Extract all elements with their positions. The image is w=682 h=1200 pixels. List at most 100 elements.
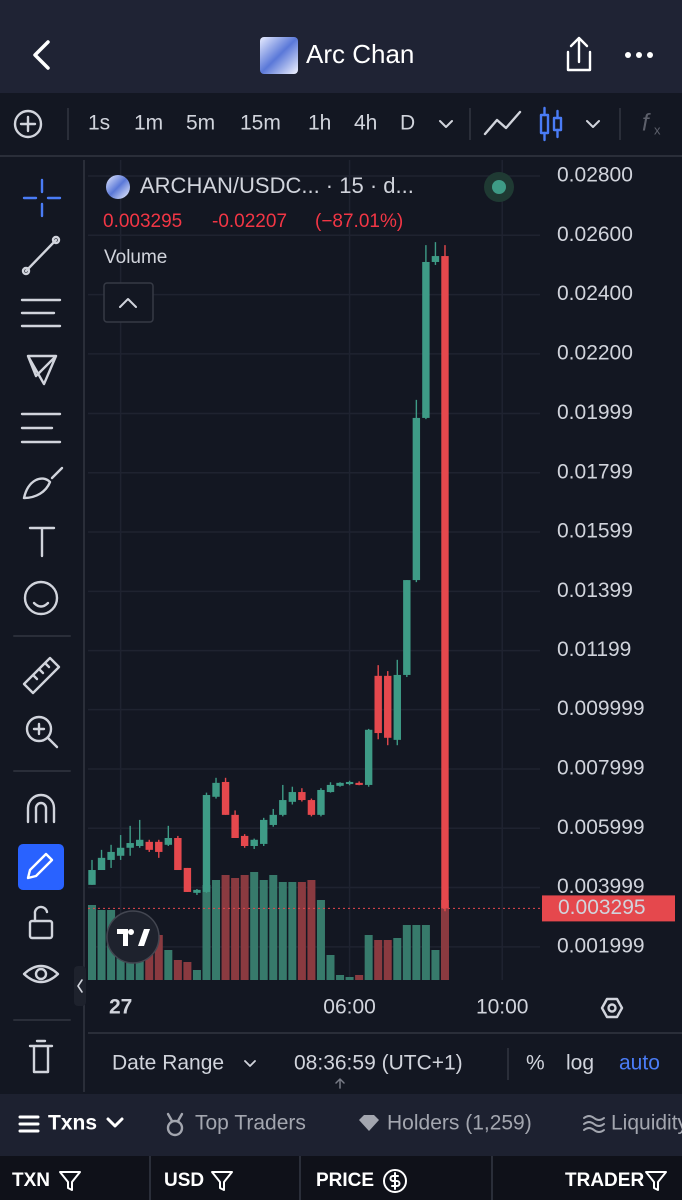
- lock-drawing-tool[interactable]: [18, 844, 64, 890]
- column-header[interactable]: USD: [164, 1170, 204, 1191]
- interval-button[interactable]: 1m: [134, 112, 163, 135]
- indicators-button[interactable]: f: [642, 109, 651, 136]
- interval-button[interactable]: 1h: [308, 112, 331, 135]
- auto-toggle[interactable]: auto: [619, 1052, 660, 1075]
- y-tick-label: 0.01799: [557, 460, 633, 483]
- candle-body: [97, 857, 106, 871]
- status-indicator: [492, 180, 506, 194]
- y-tick-label: 0.01199: [557, 638, 631, 661]
- hide-tool[interactable]: [34, 967, 48, 981]
- volume-bar: [412, 925, 421, 980]
- unlock-tool[interactable]: [28, 919, 54, 940]
- unlock-tool[interactable]: [33, 905, 49, 923]
- column-header[interactable]: TRADER: [565, 1170, 644, 1191]
- candle-body: [374, 675, 382, 734]
- candle-body: [250, 839, 258, 847]
- lines-tool[interactable]: [20, 298, 62, 328]
- tradingview-logo[interactable]: [106, 910, 160, 964]
- interval-button[interactable]: 15m: [240, 112, 281, 135]
- interval-dropdown[interactable]: [439, 120, 453, 128]
- collapse-legend[interactable]: [103, 282, 154, 323]
- y-tick-label: 0.01399: [557, 579, 633, 602]
- date-range-button[interactable]: Date Range: [112, 1052, 224, 1075]
- candle-body: [403, 580, 411, 675]
- trend-line-tool[interactable]: [21, 266, 31, 276]
- ruler-tool[interactable]: [22, 656, 61, 695]
- interval-button[interactable]: 5m: [186, 112, 215, 135]
- column-filter[interactable]: [59, 1169, 667, 1193]
- candle-body: [202, 795, 211, 892]
- back-button[interactable]: [33, 40, 50, 70]
- tab[interactable]: Top Traders: [195, 1112, 306, 1135]
- column-header[interactable]: TXN: [12, 1170, 50, 1191]
- price-change: -0.02207: [212, 211, 287, 232]
- interval-button[interactable]: 1s: [88, 112, 110, 135]
- line-style-button[interactable]: [483, 110, 522, 136]
- brush-tool[interactable]: [22, 466, 64, 500]
- indicators-button[interactable]: x: [654, 122, 661, 137]
- volume-bar: [364, 935, 373, 980]
- interval-button[interactable]: D: [400, 112, 415, 135]
- top-bar: [0, 0, 682, 93]
- trend-line-tool[interactable]: [51, 235, 61, 245]
- pattern-tool[interactable]: [26, 354, 58, 386]
- volume-bar: [440, 900, 449, 980]
- drawing-tools: [13, 178, 71, 1074]
- delete-tool[interactable]: [28, 1039, 54, 1074]
- tradingview-logo[interactable]: [117, 929, 150, 946]
- volume-bar: [192, 970, 201, 980]
- log-toggle[interactable]: log: [566, 1052, 594, 1075]
- timezone[interactable]: 08:36:59 (UTC+1): [294, 1052, 463, 1075]
- hide-tool[interactable]: [22, 964, 60, 984]
- share-button[interactable]: [566, 36, 592, 72]
- percent-toggle[interactable]: %: [526, 1052, 545, 1075]
- candle-body: [231, 814, 239, 838]
- y-tick-label: 0.02400: [557, 282, 633, 305]
- tab-dropdown[interactable]: [106, 1117, 124, 1128]
- zoom-tool[interactable]: [32, 722, 59, 749]
- volume-bar: [164, 950, 173, 980]
- candle-body: [393, 674, 401, 740]
- candle-body: [355, 782, 363, 785]
- crosshair-tool[interactable]: [22, 178, 62, 218]
- trend-line-tool[interactable]: [24, 238, 58, 273]
- chart-settings[interactable]: [600, 997, 624, 1019]
- magnet-tool[interactable]: [26, 793, 56, 824]
- tab-bar: [0, 1094, 682, 1156]
- candle-body: [260, 819, 268, 844]
- emoji-tool[interactable]: [32, 601, 50, 608]
- interval-button[interactable]: 4h: [354, 112, 377, 135]
- candle-body: [212, 782, 220, 797]
- more-button[interactable]: [625, 52, 653, 58]
- lock-drawing-tool[interactable]: [26, 852, 54, 880]
- text-tool[interactable]: [28, 526, 56, 558]
- collapse-legend[interactable]: [119, 298, 137, 308]
- fib-tool[interactable]: [20, 412, 62, 444]
- last-price: 0.003295: [103, 211, 182, 232]
- candle-body: [240, 835, 249, 847]
- style-dropdown[interactable]: [586, 120, 600, 128]
- symbol: ARCHAN/USDC... · 15 · d...: [140, 173, 414, 198]
- emoji-tool[interactable]: [23, 580, 59, 616]
- date-range-button[interactable]: [244, 1060, 256, 1067]
- zoom-tool[interactable]: [25, 715, 53, 743]
- table-header: [0, 1156, 682, 1200]
- column-header[interactable]: PRICE: [316, 1170, 374, 1191]
- resize-handle[interactable]: [335, 1078, 345, 1109]
- tab[interactable]: Liquidity: [611, 1112, 682, 1135]
- volume-bar: [421, 925, 430, 980]
- tab[interactable]: Holders (1,259): [387, 1112, 532, 1135]
- add-button[interactable]: [13, 109, 43, 139]
- interval-list: 1s 1m 5m 15m 1h 4h D: [88, 112, 415, 135]
- liquidity-icon: [583, 1115, 605, 1133]
- volume-bar: [297, 882, 306, 980]
- candle-style-button[interactable]: [539, 106, 563, 142]
- candle-body: [164, 837, 173, 845]
- collapse-tools[interactable]: [74, 966, 86, 1006]
- tab[interactable]: Txns: [48, 1112, 97, 1135]
- volume-bar: [355, 975, 364, 980]
- x-tick-label: 06:00: [323, 996, 376, 1019]
- collapse-tools[interactable]: [77, 979, 83, 993]
